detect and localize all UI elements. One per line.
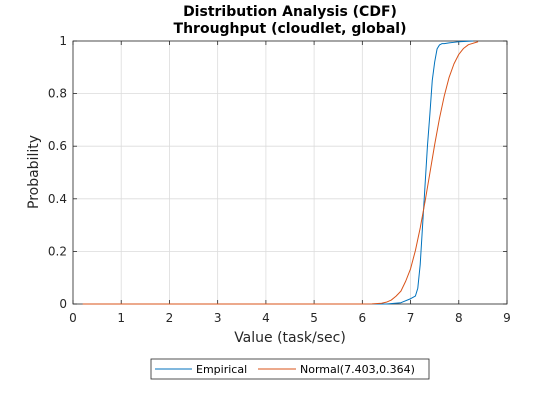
plot-area-frame xyxy=(72,40,508,305)
axis-ticks: 0 1 2 3 4 5 6 7 8 9 0 0.2 0.4 0.6 0.8 1 xyxy=(48,34,511,325)
y-tick-label: 0.8 xyxy=(48,87,67,101)
x-axis-label: Value (task/sec) xyxy=(234,330,346,346)
series-line-normal xyxy=(82,41,479,305)
y-tick-label: 0 xyxy=(59,297,67,311)
series-group xyxy=(82,40,479,305)
chart-subtitle: Throughput (cloudlet, global) xyxy=(174,21,407,37)
legend: Empirical Normal(7.403,0.364) xyxy=(150,358,430,380)
grid-lines xyxy=(72,40,508,305)
legend-label-normal: Normal(7.403,0.364) xyxy=(300,363,415,376)
y-tick-label: 0.2 xyxy=(48,244,67,258)
x-tick-label: 8 xyxy=(455,311,463,325)
x-tick-label: 9 xyxy=(503,311,511,325)
x-tick-label: 7 xyxy=(407,311,415,325)
x-tick-label: 0 xyxy=(69,311,77,325)
y-tick-label: 1 xyxy=(59,34,67,48)
x-tick-label: 6 xyxy=(359,311,367,325)
x-tick-label: 2 xyxy=(166,311,174,325)
y-tick-label: 0.6 xyxy=(48,139,67,153)
x-tick-label: 1 xyxy=(117,311,125,325)
chart-title: Distribution Analysis (CDF) xyxy=(183,4,397,20)
y-axis-label: Probability xyxy=(26,135,42,209)
x-tick-label: 4 xyxy=(262,311,270,325)
x-tick-label: 3 xyxy=(214,311,222,325)
legend-label-empirical: Empirical xyxy=(196,363,247,376)
series-line-empirical xyxy=(82,40,474,305)
x-tick-label: 5 xyxy=(310,311,318,325)
y-tick-label: 0.4 xyxy=(48,192,67,206)
